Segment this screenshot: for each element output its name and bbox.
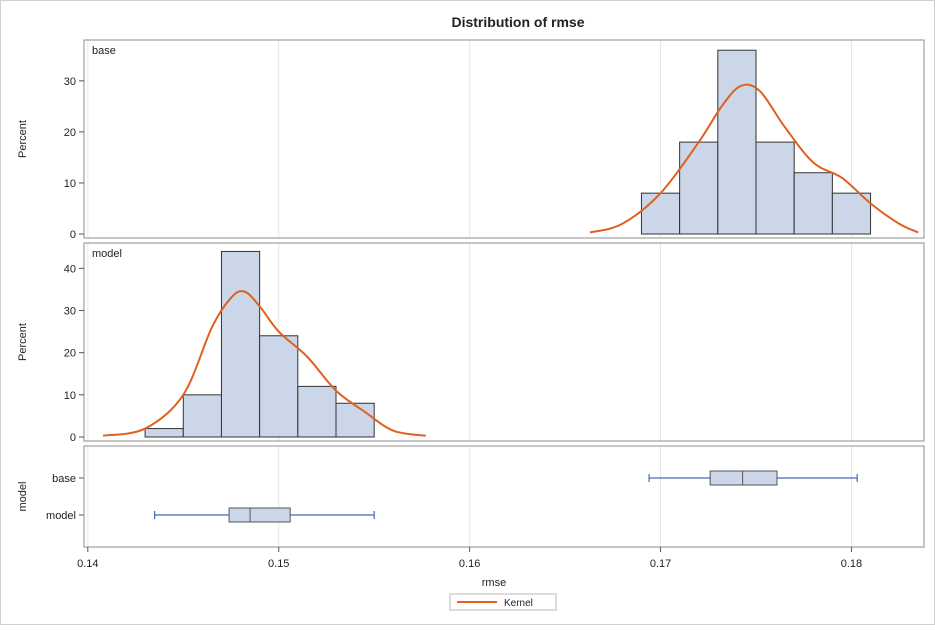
histogram-bar-base-3 bbox=[755, 141, 795, 235]
chart-title: Distribution of rmse bbox=[451, 14, 584, 30]
histogram-bar-model-5 bbox=[335, 402, 375, 438]
x-tick-label-4: 0.18 bbox=[841, 558, 862, 570]
x-tick-label-1: 0.15 bbox=[268, 558, 289, 570]
histogram-bar-base-2 bbox=[717, 49, 757, 235]
panel-frame-model bbox=[83, 242, 925, 442]
y-axis-label-model: Percent bbox=[17, 323, 29, 361]
x-tick-label-2: 0.16 bbox=[459, 558, 480, 570]
y-tick-label-base-1: 10 bbox=[64, 178, 76, 190]
plot-area: base 0 10 20 30 Percent model 0 10 20 30 40 Percent b… bbox=[17, 39, 925, 570]
y-tick-label-model-1: 10 bbox=[64, 390, 76, 402]
y-tick-label-base-3: 30 bbox=[64, 76, 76, 88]
panel-label-model: model bbox=[92, 248, 122, 260]
histogram-bar-base-0 bbox=[640, 192, 681, 235]
y-axis-label-boxplot: model bbox=[17, 482, 29, 512]
legend-box bbox=[449, 593, 557, 611]
histogram-bar-model-4 bbox=[297, 385, 337, 438]
y-tick-label-model-3: 30 bbox=[64, 305, 76, 317]
x-tick-label-3: 0.17 bbox=[650, 558, 671, 570]
histogram-bar-model-3 bbox=[259, 335, 299, 438]
y-tick-label-model-4: 40 bbox=[64, 263, 76, 275]
box-iqr-model bbox=[228, 507, 291, 523]
histogram-bar-base-5 bbox=[831, 192, 872, 235]
box-category-label-model: model bbox=[46, 510, 76, 522]
box-iqr-base bbox=[709, 470, 778, 486]
y-tick-label-model-2: 20 bbox=[64, 348, 76, 360]
histogram-bar-model-2 bbox=[220, 250, 261, 438]
histogram-bar-base-1 bbox=[679, 141, 719, 235]
kernel-curve-base bbox=[589, 83, 919, 234]
histogram-bar-model-0 bbox=[144, 428, 184, 438]
panel-frame-boxplot bbox=[83, 445, 925, 548]
panel-label-base: base bbox=[92, 45, 116, 57]
panel-frame-base bbox=[83, 39, 925, 239]
y-tick-label-model-0: 0 bbox=[70, 432, 76, 444]
legend-kernel-label: Kernel bbox=[504, 598, 533, 609]
kernel-curve-model bbox=[102, 290, 426, 437]
x-tick-label-0: 0.14 bbox=[77, 558, 98, 570]
y-tick-label-base-2: 20 bbox=[64, 127, 76, 139]
x-axis-label: rmse bbox=[482, 577, 506, 589]
y-tick-label-base-0: 0 bbox=[70, 229, 76, 241]
histogram-bar-model-1 bbox=[182, 394, 222, 438]
y-axis-label-base: Percent bbox=[17, 120, 29, 158]
histogram-bar-base-4 bbox=[793, 172, 833, 235]
box-category-label-base: base bbox=[52, 473, 76, 485]
